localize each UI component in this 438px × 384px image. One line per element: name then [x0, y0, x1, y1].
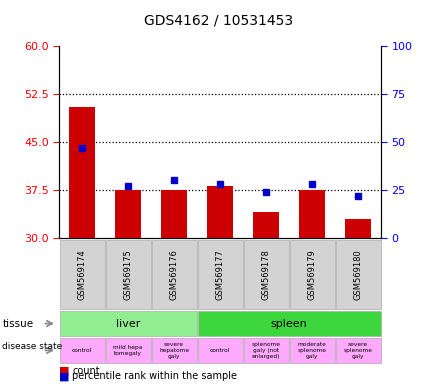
Text: GDS4162 / 10531453: GDS4162 / 10531453 — [145, 13, 293, 27]
Text: GSM569175: GSM569175 — [124, 249, 133, 300]
Text: severe
splenome
galy: severe splenome galy — [343, 342, 373, 359]
Text: disease state: disease state — [2, 342, 63, 351]
Bar — [208, 185, 233, 238]
Text: GSM569178: GSM569178 — [261, 249, 271, 300]
Text: control: control — [72, 348, 92, 353]
Bar — [346, 219, 371, 238]
Bar — [70, 107, 95, 238]
Text: control: control — [210, 348, 230, 353]
Text: mild hepa
tomegaly: mild hepa tomegaly — [113, 345, 143, 356]
Text: GSM569180: GSM569180 — [353, 249, 363, 300]
Text: GSM569179: GSM569179 — [307, 249, 317, 300]
Text: spleen: spleen — [271, 318, 307, 329]
Text: severe
hepatome
galy: severe hepatome galy — [159, 342, 189, 359]
Bar — [116, 190, 141, 238]
Bar — [300, 190, 325, 238]
Text: ■: ■ — [59, 371, 70, 381]
Text: splenome
galy (not
enlarged): splenome galy (not enlarged) — [251, 342, 281, 359]
Text: moderate
splenome
galy: moderate splenome galy — [297, 342, 327, 359]
Text: liver: liver — [116, 318, 140, 329]
Text: ■: ■ — [59, 366, 70, 376]
Text: GSM569176: GSM569176 — [170, 249, 179, 300]
Text: GSM569174: GSM569174 — [78, 249, 87, 300]
Text: GSM569177: GSM569177 — [215, 249, 225, 300]
Bar — [162, 190, 187, 238]
Text: tissue: tissue — [2, 318, 33, 329]
Text: percentile rank within the sample: percentile rank within the sample — [72, 371, 237, 381]
Text: count: count — [72, 366, 100, 376]
Bar — [254, 212, 279, 238]
